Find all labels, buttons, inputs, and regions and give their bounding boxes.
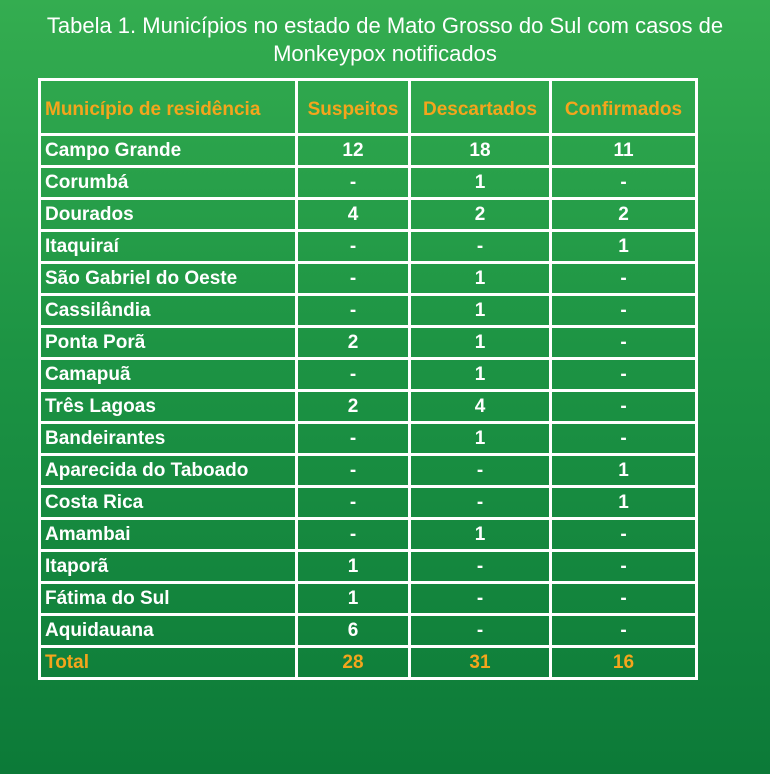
cell: 11 — [549, 133, 698, 168]
cell: 16 — [549, 645, 698, 680]
table-row: Itaquiraí - -1 — [38, 229, 698, 264]
cell: - — [408, 581, 552, 616]
row-label: Amambai — [38, 517, 298, 552]
cell: 1 — [408, 325, 552, 360]
cell: - — [549, 581, 698, 616]
table-row: Camapuã -1- — [38, 357, 698, 392]
row-label: Três Lagoas — [38, 389, 298, 424]
cell: - — [408, 229, 552, 264]
cell: 18 — [408, 133, 552, 168]
table-row: Ponta Porã 2 1- — [38, 325, 698, 360]
cell: 6 — [295, 613, 411, 648]
row-label: Itaporã — [38, 549, 298, 584]
cell: - — [549, 357, 698, 392]
cell: - — [408, 549, 552, 584]
table-row: Fátima do Sul 1- - — [38, 581, 698, 616]
cell: - — [295, 357, 411, 392]
row-label: Aparecida do Taboado — [38, 453, 298, 488]
cell: - — [295, 453, 411, 488]
cell: - — [295, 517, 411, 552]
cell: - — [549, 549, 698, 584]
cell: 2 — [295, 325, 411, 360]
table-row: Itaporã 1- - — [38, 549, 698, 584]
table-row: Dourados 4 2 2 — [38, 197, 698, 232]
row-label: Fátima do Sul — [38, 581, 298, 616]
table-row: Aparecida do Taboado - -1 — [38, 453, 698, 488]
cell: 1 — [408, 293, 552, 328]
cell: - — [408, 453, 552, 488]
row-label: Dourados — [38, 197, 298, 232]
cell: - — [549, 261, 698, 296]
cell: 1 — [549, 485, 698, 520]
cell: - — [549, 421, 698, 456]
row-label: Campo Grande — [38, 133, 298, 168]
cell: 2 — [549, 197, 698, 232]
cell: - — [549, 517, 698, 552]
cell: 1 — [295, 581, 411, 616]
table-row: Corumbá -1- — [38, 165, 698, 200]
header-row: Município de residência Suspeitos Descarta… — [38, 78, 698, 136]
row-label: Aquidauana — [38, 613, 298, 648]
cell: - — [408, 613, 552, 648]
row-label: Corumbá — [38, 165, 298, 200]
cell: 1 — [408, 357, 552, 392]
table-row: Amambai -1- — [38, 517, 698, 552]
cell: - — [549, 293, 698, 328]
table-row: Três Lagoas 2 4- — [38, 389, 698, 424]
data-table: Município de residência Suspeitos Descarta… — [38, 78, 698, 680]
cell: 12 — [295, 133, 411, 168]
cell: 2 — [295, 389, 411, 424]
table-title: Tabela 1. Municípios no estado de Mato G… — [46, 13, 724, 66]
total-row: Total 28 31 16 — [38, 645, 698, 680]
row-label: Município de residência — [38, 78, 298, 136]
cell: 4 — [295, 197, 411, 232]
table-row: Aquidauana 6- - — [38, 613, 698, 648]
table-row: São Gabriel do Oeste -1- — [38, 261, 698, 296]
row-label: Costa Rica — [38, 485, 298, 520]
cell: - — [295, 165, 411, 200]
cell: 28 — [295, 645, 411, 680]
cell: 1 — [295, 549, 411, 584]
cell: - — [295, 485, 411, 520]
table-row: Bandeirantes -1- — [38, 421, 698, 456]
row-label: São Gabriel do Oeste — [38, 261, 298, 296]
row-label: Ponta Porã — [38, 325, 298, 360]
cell: 1 — [408, 261, 552, 296]
row-label: Camapuã — [38, 357, 298, 392]
cell: - — [295, 261, 411, 296]
cell: 2 — [408, 197, 552, 232]
table-body: Município de residência Suspeitos Descarta… — [38, 78, 698, 680]
row-label: Total — [38, 645, 298, 680]
cell: - — [549, 165, 698, 200]
cell: - — [295, 421, 411, 456]
cell: - — [295, 293, 411, 328]
table-row: Costa Rica - -1 — [38, 485, 698, 520]
row-label: Cassilândia — [38, 293, 298, 328]
row-label: Itaquiraí — [38, 229, 298, 264]
table-row: Cassilândia -1- — [38, 293, 698, 328]
cell: Suspeitos — [295, 78, 411, 136]
cell: - — [295, 229, 411, 264]
cell: Confirmados — [549, 78, 698, 136]
cell: 31 — [408, 645, 552, 680]
cell: 1 — [549, 453, 698, 488]
cell: Descartados — [408, 78, 552, 136]
cell: 1 — [549, 229, 698, 264]
cell: 1 — [408, 517, 552, 552]
cell: - — [408, 485, 552, 520]
table-row: Campo Grande 12 18 11 — [38, 133, 698, 168]
cell: - — [549, 389, 698, 424]
cell: 1 — [408, 421, 552, 456]
cell: 1 — [408, 165, 552, 200]
cell: - — [549, 325, 698, 360]
cell: - — [549, 613, 698, 648]
cell: 4 — [408, 389, 552, 424]
row-label: Bandeirantes — [38, 421, 298, 456]
